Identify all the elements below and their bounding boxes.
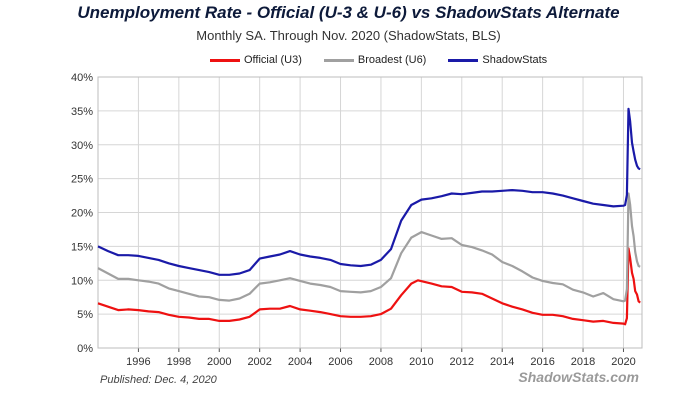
x-tick-label: 2012: [450, 356, 474, 368]
published-date: Published: Dec. 4, 2020: [100, 374, 217, 386]
y-tick-label: 20%: [71, 208, 93, 220]
chart-title: Unemployment Rate - Official (U-3 & U-6)…: [77, 3, 620, 22]
y-tick-label: 10%: [71, 275, 93, 287]
y-tick-label: 30%: [71, 140, 93, 152]
x-tick-label: 2008: [369, 356, 393, 368]
legend-swatch-u6: [323, 58, 354, 62]
legend-label-u3: Official (U3): [244, 54, 302, 66]
legend-swatch-u3: [210, 58, 240, 62]
legend-item-u6: Broadest (U6): [323, 54, 427, 66]
series-line-u3: [97, 247, 641, 326]
x-tick-label: 2006: [328, 356, 352, 368]
x-tick-label: 2020: [611, 356, 635, 368]
brand-watermark: ShadowStats.com: [518, 369, 639, 385]
legend-item-shadowstats: ShadowStats: [448, 54, 547, 66]
x-tick-label: 2002: [247, 356, 271, 368]
chart-legend: Official (U3) Broadest (U6) ShadowStats: [210, 51, 569, 69]
x-tick-label: 2010: [409, 356, 433, 368]
legend-swatch-shadowstats: [448, 58, 479, 62]
x-tick-label: 2016: [530, 356, 554, 368]
x-tick-label: 2018: [571, 356, 595, 368]
plot-frame: [97, 76, 643, 349]
x-tick-label: 1996: [126, 356, 150, 368]
x-tick-label: 2004: [288, 356, 312, 368]
x-tick-label: 2014: [490, 356, 514, 368]
legend-item-u3: Official (U3): [210, 54, 302, 66]
series-line-u6: [97, 192, 641, 303]
legend-label-shadowstats: ShadowStats: [482, 54, 548, 66]
y-tick-label: 35%: [71, 106, 93, 118]
y-tick-label: 25%: [71, 174, 93, 186]
x-tick-label: 2000: [207, 356, 231, 368]
legend-label-u6: Broadest (U6): [357, 54, 427, 66]
chart-subtitle: Monthly SA. Through Nov. 2020 (ShadowSta…: [196, 28, 501, 43]
y-tick-label: 0%: [77, 343, 93, 355]
x-tick-label: 1998: [167, 356, 191, 368]
y-tick-label: 15%: [71, 241, 93, 253]
series-line-shadowstats: [97, 107, 641, 276]
y-tick-label: 5%: [77, 309, 93, 321]
y-tick-label: 40%: [71, 72, 93, 84]
